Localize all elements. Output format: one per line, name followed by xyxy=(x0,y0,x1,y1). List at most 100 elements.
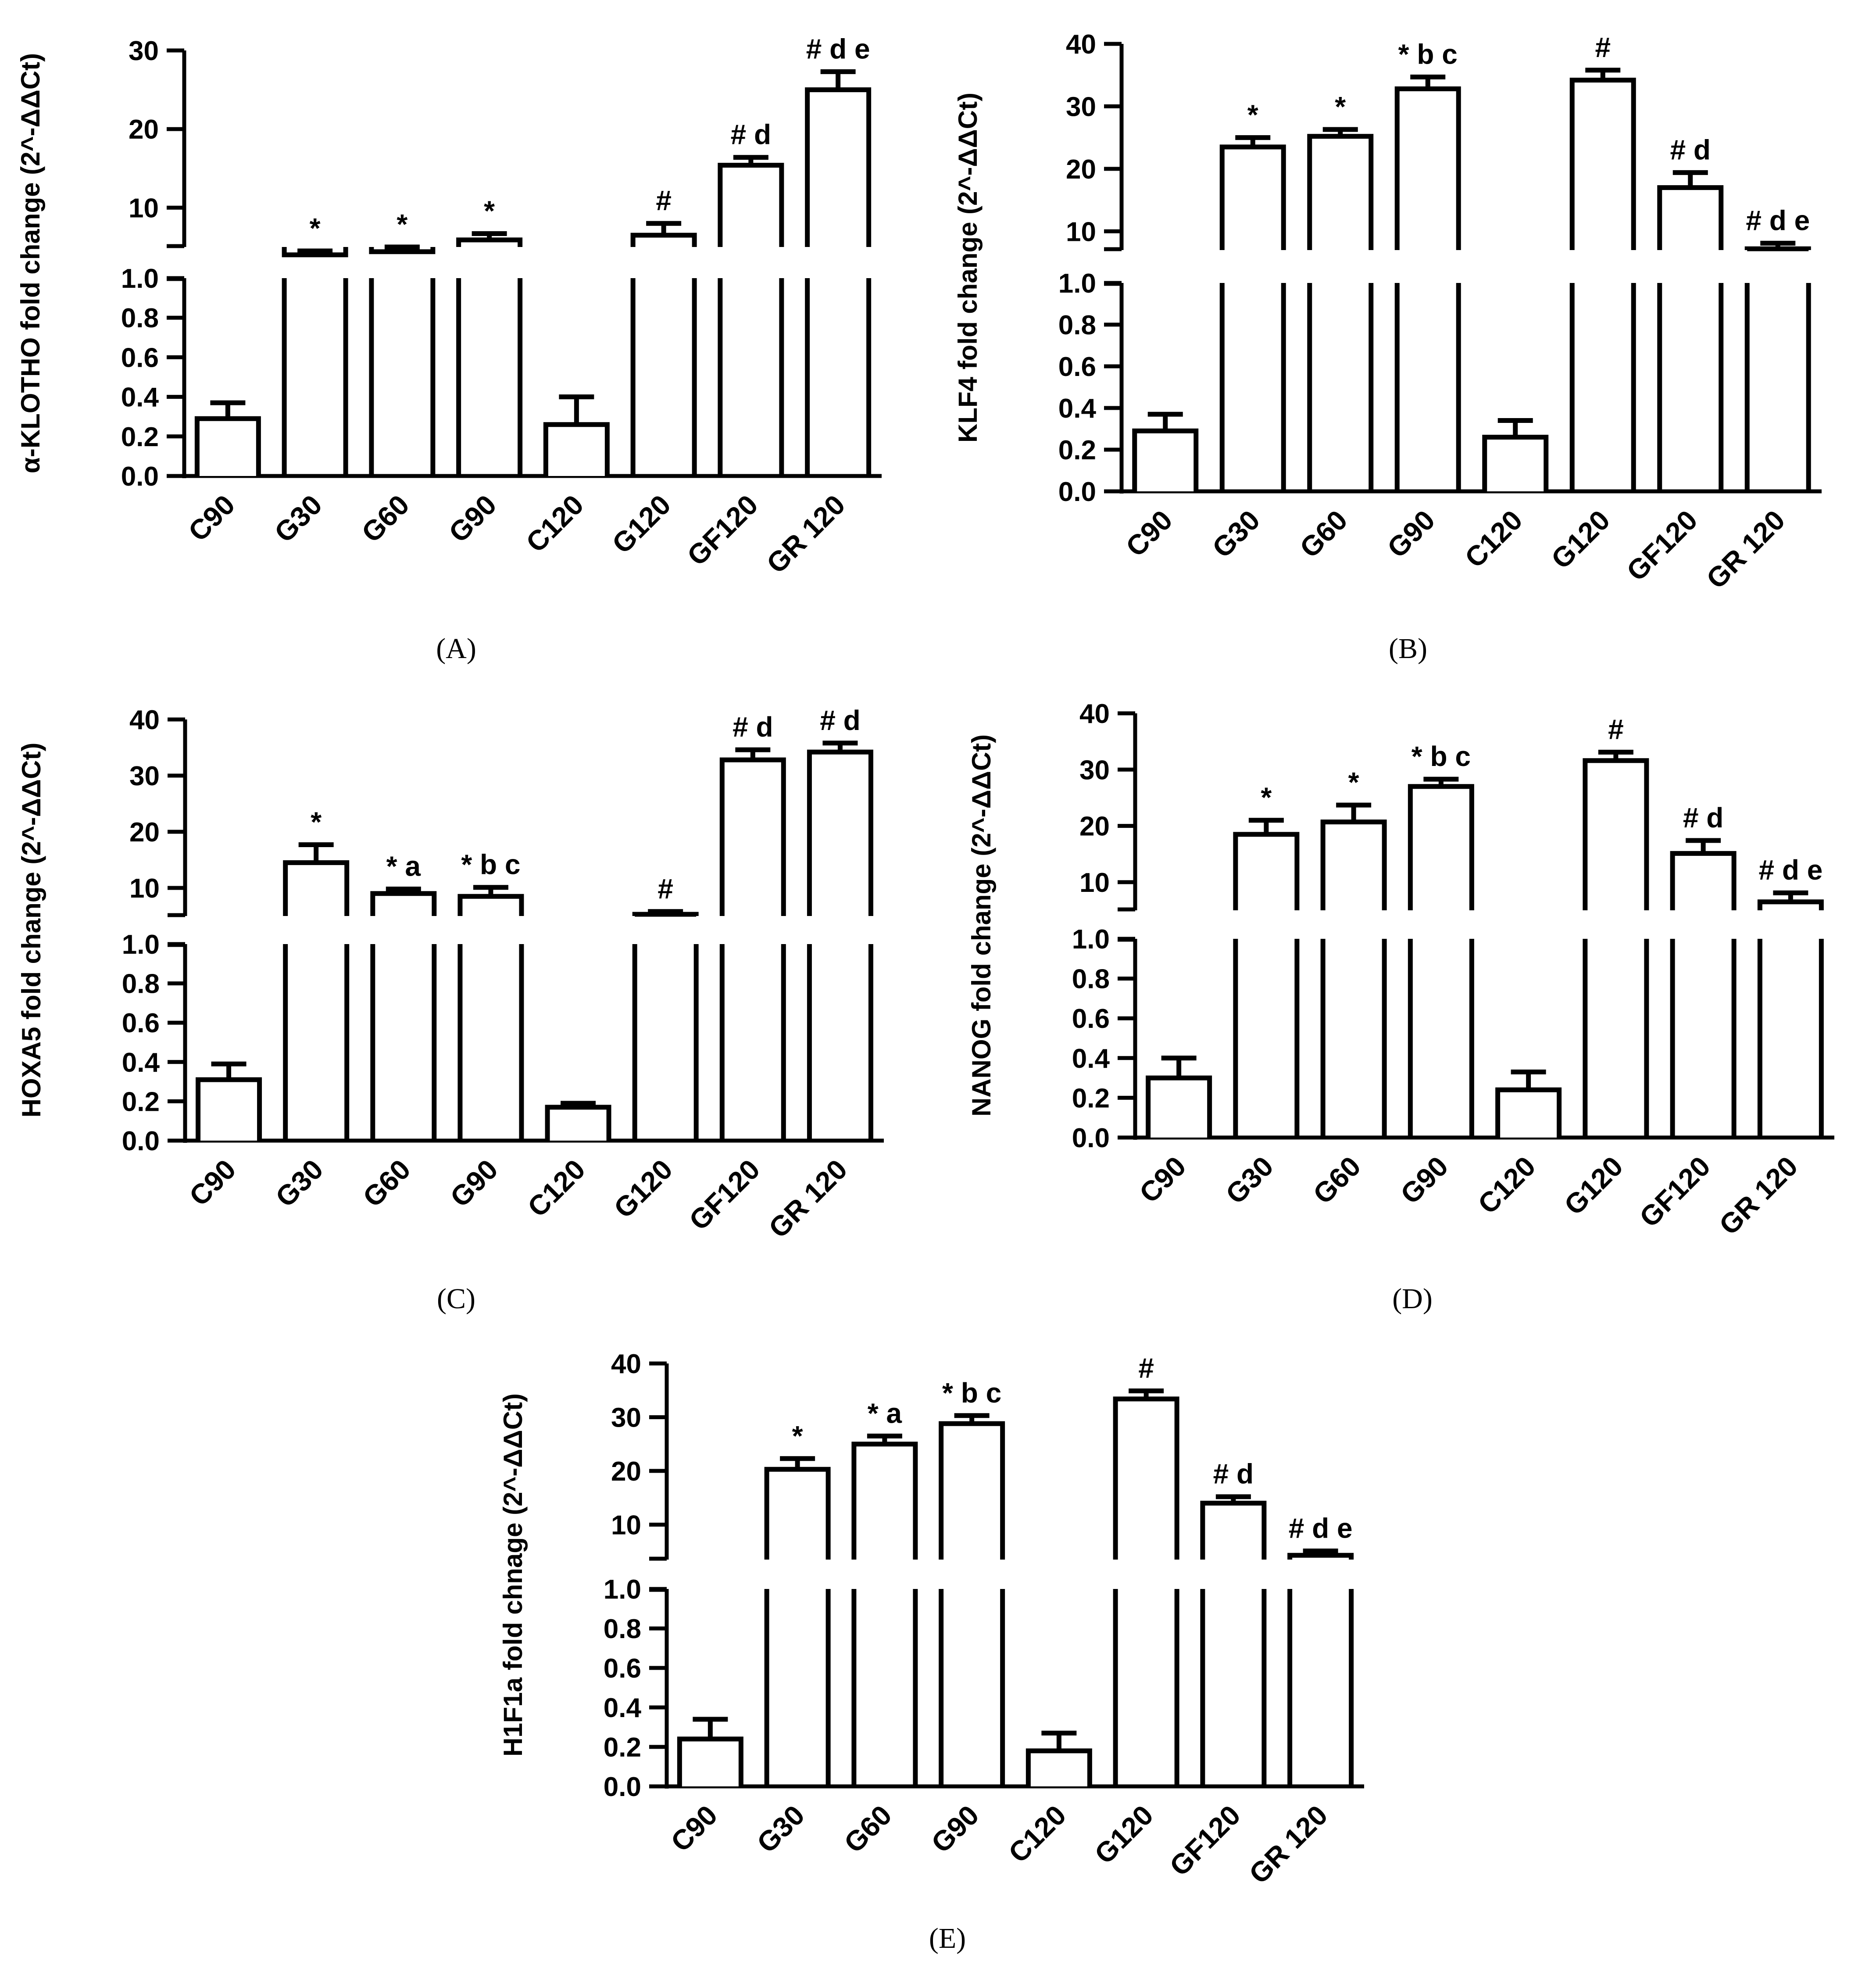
y-tick-label-lower: 0.8 xyxy=(604,1614,641,1644)
y-tick-label-upper: 10 xyxy=(611,1510,641,1540)
bar xyxy=(1320,819,1387,910)
panel-caption: (E) xyxy=(929,1922,966,1954)
y-tick-label-lower: 0.0 xyxy=(604,1772,641,1802)
x-tick-label: C90 xyxy=(182,489,241,547)
x-tick-label: C120 xyxy=(1002,1799,1072,1869)
bar xyxy=(1233,832,1300,910)
panel-caption: (D) xyxy=(1392,1283,1433,1315)
bar xyxy=(719,757,786,916)
bar xyxy=(1657,185,1724,250)
bar xyxy=(456,237,523,247)
significance-label: * b c xyxy=(461,849,520,880)
x-tick-label: GF120 xyxy=(681,489,764,572)
significance-label: * b c xyxy=(1411,741,1471,772)
x-tick-label: C120 xyxy=(1459,504,1529,574)
y-axis-title: α-KLOTHO fold change (2^-ΔΔCt) xyxy=(16,53,45,473)
significance-label: * xyxy=(1335,91,1346,122)
x-tick-label: GR 120 xyxy=(762,1153,853,1244)
panel-e-chart: 0.0 0.2 0.4 0.6 0.8 1.0 10 20 30 40 H1F1a fold chn… xyxy=(498,1349,1364,1954)
bar xyxy=(805,87,872,247)
panel-b-chart: 0.0 0.2 0.4 0.6 0.8 1.0 10 20 30 40 KLF4 fold chan… xyxy=(953,29,1822,665)
y-axis-title: NANOG fold change (2^-ΔΔCt) xyxy=(967,734,996,1116)
x-tick-label: GR 120 xyxy=(761,489,851,580)
bar xyxy=(1482,435,1549,491)
y-tick-label-lower: 0.2 xyxy=(1058,435,1096,465)
y-tick-label-lower: 0.2 xyxy=(121,422,159,452)
bar xyxy=(1113,1396,1179,1560)
significance-label: * a xyxy=(386,851,421,882)
significance-label: # xyxy=(1138,1352,1154,1384)
significance-label: # xyxy=(1595,32,1611,63)
x-tick-label: C120 xyxy=(522,1153,591,1223)
y-tick-label-upper: 30 xyxy=(611,1403,641,1433)
significance-label: # d xyxy=(1213,1458,1254,1490)
significance-label: * xyxy=(397,208,407,240)
x-tick-label: G60 xyxy=(1307,1150,1367,1210)
bar xyxy=(1583,758,1649,910)
x-tick-label: G90 xyxy=(1394,1150,1454,1210)
y-tick-label-upper: 20 xyxy=(1066,154,1096,185)
bar xyxy=(677,1736,743,1786)
bar xyxy=(1495,1087,1562,1138)
significance-label: * xyxy=(311,806,322,837)
y-axis-title: HOXA5 fold change (2^-ΔΔCt) xyxy=(17,743,46,1118)
panel-a-chart: 0.0 0.2 0.4 0.6 0.8 1.0 10 20 30 α-KLOTHO fold ch… xyxy=(16,33,882,665)
x-tick-label: G30 xyxy=(1219,1150,1279,1210)
y-tick-label-lower: 1.0 xyxy=(122,930,160,960)
y-tick-label-upper: 10 xyxy=(129,193,159,223)
y-tick-label-lower: 0.6 xyxy=(604,1653,641,1684)
y-tick-label-lower: 1.0 xyxy=(121,264,159,294)
y-tick-label-lower: 0.6 xyxy=(122,1008,160,1038)
bar xyxy=(1146,1075,1212,1138)
y-tick-label-lower: 0.0 xyxy=(121,462,159,492)
significance-label: # d e xyxy=(1746,204,1810,236)
x-tick-label: C90 xyxy=(183,1153,242,1212)
x-tick-label: G30 xyxy=(751,1799,811,1859)
x-tick-label: GF120 xyxy=(1164,1799,1247,1882)
bar xyxy=(764,1467,831,1560)
significance-label: # d xyxy=(731,119,771,150)
bar xyxy=(1670,851,1737,910)
x-tick-label: G90 xyxy=(925,1799,985,1859)
bar xyxy=(632,912,699,917)
y-tick-label-lower: 0.2 xyxy=(604,1732,641,1763)
y-tick-label-lower: 1.0 xyxy=(1058,268,1096,299)
bar xyxy=(1569,78,1636,250)
y-tick-label-upper: 30 xyxy=(1079,755,1110,785)
bar xyxy=(851,1442,918,1560)
y-tick-label-upper: 30 xyxy=(129,761,160,791)
significance-label: * xyxy=(484,195,495,227)
panel-c-chart: 0.0 0.2 0.4 0.6 0.8 1.0 10 20 30 40 HOXA5 fold cha… xyxy=(17,705,884,1315)
x-tick-label: G120 xyxy=(1088,1799,1159,1870)
x-tick-label: GR 120 xyxy=(1700,504,1791,595)
significance-label: # xyxy=(1608,714,1624,745)
bar xyxy=(1219,144,1286,250)
x-tick-label: C90 xyxy=(1133,1150,1192,1209)
x-tick-label: G30 xyxy=(1206,504,1266,564)
y-tick-label-lower: 0.4 xyxy=(1072,1044,1110,1074)
significance-label: # d xyxy=(820,705,860,736)
y-tick-label-lower: 0.2 xyxy=(122,1087,160,1117)
x-tick-label: C120 xyxy=(520,489,590,558)
panel-caption: (A) xyxy=(436,633,476,665)
significance-label: * xyxy=(1247,99,1258,131)
x-tick-label: G60 xyxy=(838,1799,897,1859)
x-tick-label: GR 120 xyxy=(1713,1150,1804,1241)
x-tick-label: G60 xyxy=(355,489,415,548)
x-tick-label: G30 xyxy=(269,1153,329,1213)
y-tick-label-lower: 1.0 xyxy=(604,1574,641,1605)
bar xyxy=(1744,246,1811,251)
significance-label: # d e xyxy=(1289,1512,1353,1544)
x-tick-label: G90 xyxy=(1381,504,1441,564)
x-tick-label: GF120 xyxy=(683,1153,766,1236)
bar xyxy=(196,1077,262,1141)
x-tick-label: GF120 xyxy=(1633,1150,1716,1233)
x-tick-label: G120 xyxy=(1545,504,1616,575)
y-tick-label-lower: 0.4 xyxy=(604,1693,642,1723)
significance-label: * xyxy=(310,212,321,244)
bar xyxy=(1200,1500,1267,1560)
x-tick-label: C90 xyxy=(1120,504,1179,563)
y-tick-label-lower: 0.8 xyxy=(1058,310,1096,340)
x-tick-label: G60 xyxy=(357,1153,416,1213)
